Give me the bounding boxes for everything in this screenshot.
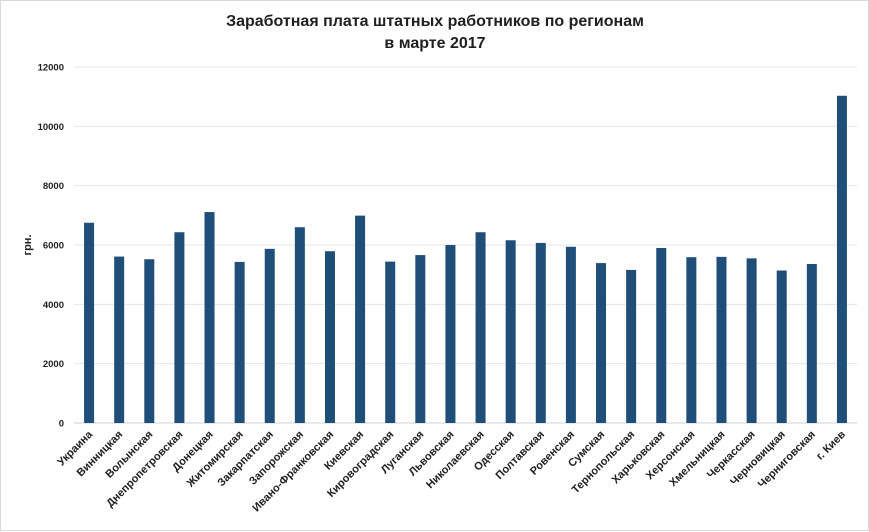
bar [505,240,516,423]
bar [686,257,697,423]
y-tick-label: 6000 [43,241,64,252]
bar [385,261,396,423]
x-tick-label: Харьковская [610,429,668,487]
y-tick-label: 2000 [43,359,64,370]
bar [806,263,817,423]
y-tick-labels: 0 2000 4000 6000 8000 10000 12000 [38,63,64,430]
bar [234,261,245,423]
bar [415,255,426,423]
bar [596,263,607,423]
bar [565,246,576,423]
chart-title: Заработная плата штатных работников по р… [226,13,644,52]
y-tick-label: 12000 [38,63,64,74]
y-tick-label: 4000 [43,300,64,311]
chart-title-line: в марте 2017 [384,35,485,52]
bar [626,269,637,423]
gridlines [74,66,857,424]
bar [174,232,185,423]
bar [114,256,125,423]
bar [264,248,275,423]
y-tick-label: 10000 [38,122,64,133]
bar [776,270,787,423]
y-tick-label: 8000 [43,181,64,192]
chart-title-line: Заработная плата штатных работников по р… [226,13,644,30]
bar [84,222,95,423]
bar [836,95,847,423]
bar [746,258,757,423]
x-tick-label: г. Киев [814,428,848,462]
bar [204,212,215,423]
x-tick-labels: УкраинаВинницкаяВолынскаяДнепропетровска… [55,428,848,514]
bars [84,95,847,423]
bar [355,215,366,423]
bar [324,251,335,423]
bar [475,232,486,423]
bar [656,247,667,423]
y-tick-label: 0 [59,419,64,430]
bar [294,227,305,423]
bar [716,256,727,423]
bar [144,259,155,423]
y-axis-label: грн. [22,234,34,255]
bar [445,245,456,423]
bar [535,242,546,423]
